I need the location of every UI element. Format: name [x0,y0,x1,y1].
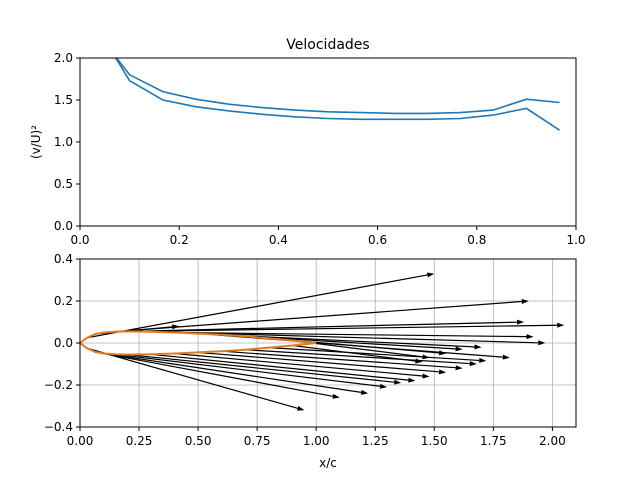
y-tick-label: 0.2 [54,294,73,308]
velocity-arrow-16 [115,353,381,387]
velocity-arrowhead-21 [455,365,463,371]
velocity-arrow-20 [198,351,440,373]
velocity-arrowhead-7 [526,334,534,340]
chart-title: Velocidades [286,37,369,53]
profile-chart: 0.00 0.25 0.50 0.75 1.00 1.25 1.50 1.75 2.00 −0.4… [44,252,577,470]
velocity-arrowhead-6 [538,340,546,346]
velocity-arrowhead-20 [438,369,447,375]
velocity-arrowhead-11 [438,350,447,356]
y-tick-label: −0.4 [44,420,73,434]
x-axis-label: x/c [319,456,337,470]
x-tick-label: 0.8 [467,233,486,247]
x-tick-label: 1.25 [362,434,389,448]
y-tick-label: 1.0 [54,135,73,149]
x-tick-label: 1.00 [303,434,330,448]
y-tick-label: 1.5 [54,93,73,107]
tick-group: 0.00 0.25 0.50 0.75 1.00 1.25 1.50 1.75 2.00 −0.4… [44,252,566,448]
x-tick-label: 0.4 [269,233,288,247]
velocity-arrowhead-8 [502,354,510,360]
y-tick-label: 0.5 [54,177,73,191]
velocity-arrowhead-9 [474,344,482,350]
velocity-arrowhead-18 [408,377,416,383]
velocity-arrowhead-22 [469,361,477,367]
x-tick-label: 0.25 [126,434,153,448]
velocity-arrow-17 [127,353,395,383]
x-tick-label: 1.0 [566,233,585,247]
velocity-arrow-13 [86,347,298,409]
x-tick-label: 0.50 [185,434,212,448]
y-tick-label: 0.4 [54,252,73,266]
velocity-arrowhead-10 [455,346,463,352]
y-tick-label: 0.0 [54,336,73,350]
y-tick-label: −0.2 [44,378,73,392]
x-tick-label: 1.50 [421,434,448,448]
velocity-arrowhead-4 [557,322,565,328]
x-tick-label: 2.00 [539,434,566,448]
velocity-arrow-21 [221,350,456,369]
velocity-arrow-4 [115,324,558,333]
velocity-arrow-14 [95,351,334,397]
velocity-arrowhead-5 [516,319,525,325]
x-tick-label: 0.0 [70,233,89,247]
velocity-arrowhead-19 [422,373,430,379]
velocity-arrow-19 [174,352,423,377]
velocity-arrowhead-14 [332,393,340,399]
series-line-2 [115,58,560,115]
velocity-arrow-10 [245,335,456,350]
x-tick-label: 0.6 [368,233,387,247]
series-group [114,58,561,131]
y-tick-label: 2.0 [54,51,73,65]
velocity-arrowhead-24 [415,358,423,364]
velocity-arrowhead-17 [393,379,402,385]
velocity-arrow-15 [103,352,362,393]
velocity-arrow-1 [86,274,428,339]
velocity-arrow-7 [174,331,527,338]
velocity-arrowhead-15 [360,389,369,395]
x-tick-label: 0.00 [67,434,94,448]
x-tick-label: 0.75 [244,434,271,448]
y-axis-label: (v/U)² [29,125,43,159]
x-tick-label: 0.2 [170,233,189,247]
velocity-arrowhead-1 [426,272,435,278]
velocity-chart: Velocidades (v/U)² 0.0 0.2 0.4 0.6 0.8 1.00.0… [29,37,586,247]
x-tick-label: 1.75 [480,434,507,448]
y-tick-label: 0.0 [54,219,73,233]
velocity-arrow-18 [150,353,409,381]
velocity-arrow-24 [292,344,416,362]
velocity-arrow-5 [127,321,518,333]
velocity-arrowhead-16 [379,383,388,389]
velocity-arrowhead-23 [479,357,487,363]
plot-frame [79,258,577,428]
velocity-arrow-22 [245,349,470,365]
tick-group: 0.0 0.2 0.4 0.6 0.8 1.0 0.0 0.5 1.0 1.5 2.0 [54,51,586,247]
series-line-1 [114,58,561,131]
velocity-arrow-23 [268,347,480,362]
plot-frame [79,57,577,227]
velocity-arrow-3 [103,300,522,334]
velocity-arrowhead-3 [521,299,529,305]
velocity-arrowhead-13 [296,405,305,411]
